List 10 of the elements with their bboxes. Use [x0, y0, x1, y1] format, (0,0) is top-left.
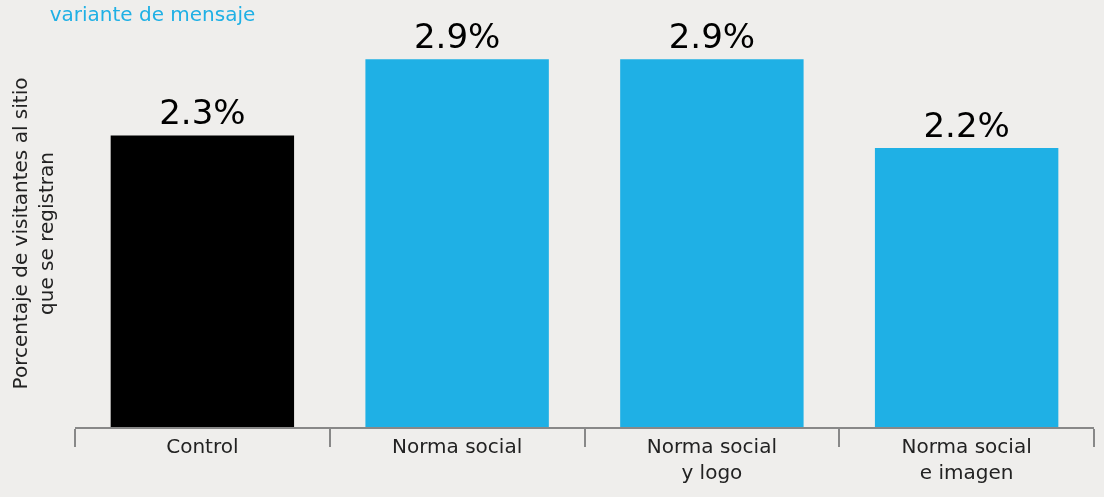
- data-label: 2.9%: [413, 16, 501, 57]
- data-label: 2.3%: [159, 92, 246, 133]
- chart-title: variante de mensaje: [49, 2, 256, 27]
- x-tick-label: Norma social e imagen: [901, 434, 1032, 484]
- x-tick-label: Control: [166, 434, 239, 458]
- y-axis-title: Porcentaje de visitantes al sitio que se registran: [7, 77, 58, 390]
- data-label: 2.2%: [923, 105, 1010, 146]
- x-tick-label: Norma social y logo: [646, 434, 777, 484]
- data-label: 2.9%: [668, 16, 756, 57]
- x-tick-label: Norma social: [392, 434, 523, 458]
